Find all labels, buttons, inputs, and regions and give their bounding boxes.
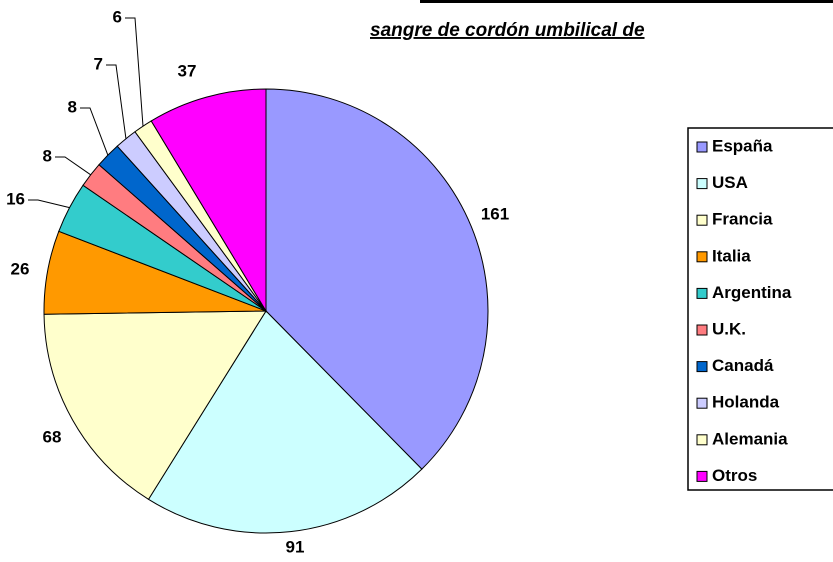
leader-line — [80, 107, 109, 156]
data-label: 161 — [481, 204, 509, 223]
legend-swatch — [696, 470, 708, 482]
data-label: 8 — [43, 146, 52, 165]
data-label: 8 — [68, 97, 77, 116]
legend-swatch — [696, 324, 708, 336]
data-label: 68 — [43, 427, 62, 446]
pie-slice — [265, 88, 489, 470]
legend-swatch — [696, 178, 708, 190]
legend-label: España — [712, 136, 773, 155]
legend-label: Argentina — [712, 283, 792, 302]
data-label: 16 — [6, 189, 25, 208]
legend-swatch — [696, 251, 708, 263]
data-label: 6 — [113, 7, 122, 26]
legend-label: USA — [712, 173, 748, 192]
legend-swatch — [696, 141, 708, 153]
legend-label: Italia — [712, 246, 751, 265]
chart-title: sangre de cordón umbilical de — [370, 20, 645, 41]
leader-line — [55, 156, 91, 176]
leader-line — [28, 199, 70, 209]
legend-swatch — [696, 361, 708, 373]
legend-swatch — [696, 287, 708, 299]
legend — [687, 127, 833, 491]
legend-label: Holanda — [712, 393, 780, 412]
data-label: 91 — [286, 537, 305, 556]
legend-label: Alemania — [712, 429, 788, 448]
legend-swatch — [696, 214, 708, 226]
legend-swatch — [696, 434, 708, 446]
leader-line — [125, 17, 144, 127]
pie-slice — [150, 88, 267, 313]
title-rule — [420, 0, 833, 3]
legend-swatch — [696, 397, 708, 409]
pie-slice — [147, 310, 423, 534]
leader-line — [106, 64, 127, 139]
legend-label: Otros — [712, 466, 757, 485]
data-label: 37 — [178, 61, 197, 80]
legend-label: Francia — [712, 210, 773, 229]
legend-label: U.K. — [712, 319, 746, 338]
legend-label: Canadá — [712, 356, 774, 375]
data-label: 26 — [11, 259, 30, 278]
data-label: 7 — [94, 54, 103, 73]
pie-slice — [43, 310, 267, 501]
